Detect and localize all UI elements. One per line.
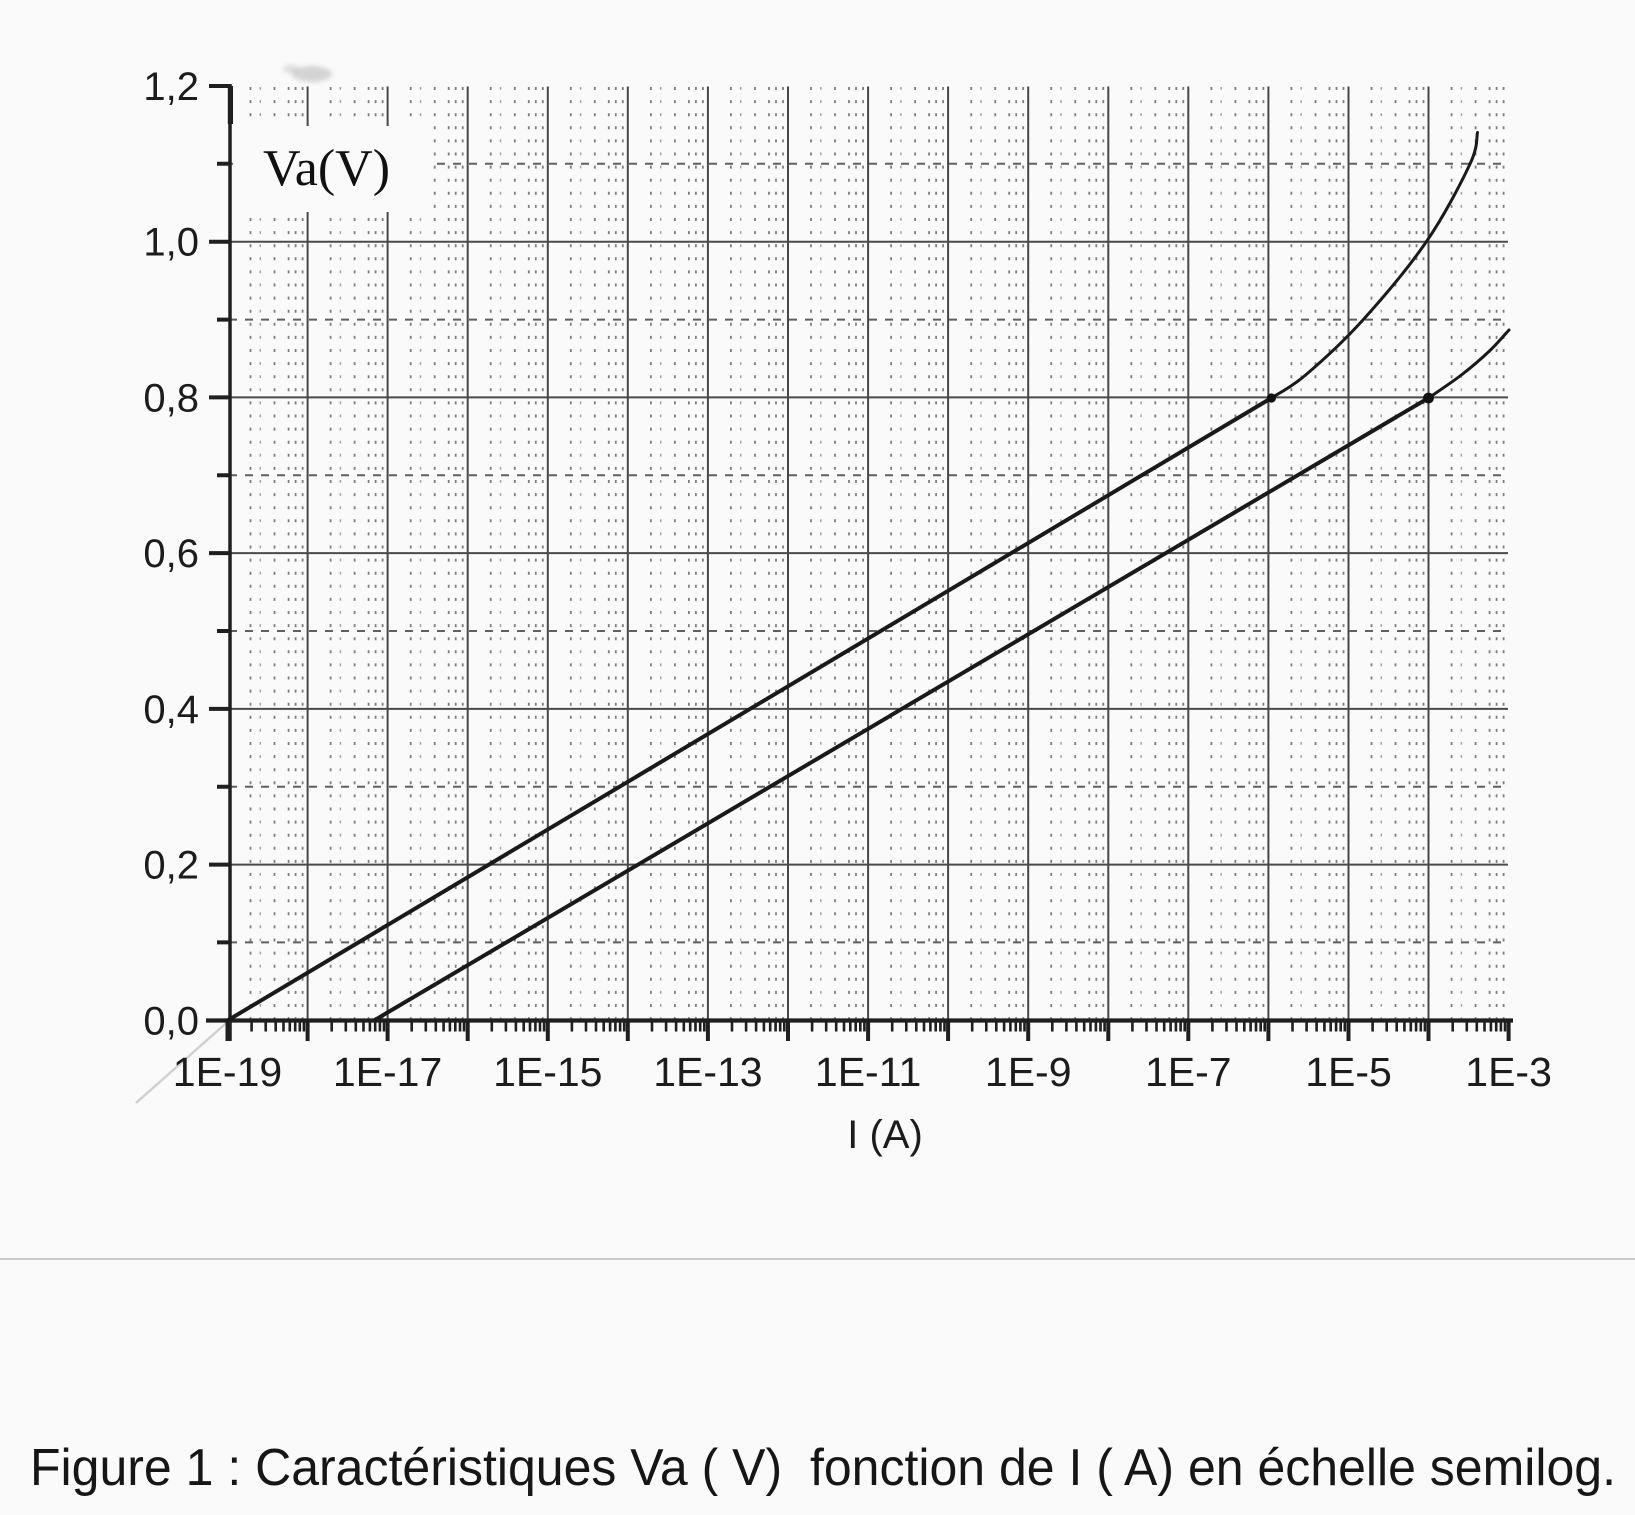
svg-text:1E-17: 1E-17 xyxy=(333,1049,442,1095)
svg-text:0,4: 0,4 xyxy=(143,688,199,732)
svg-text:0,2: 0,2 xyxy=(143,844,199,888)
svg-text:1E-7: 1E-7 xyxy=(1145,1049,1232,1095)
svg-text:1E-5: 1E-5 xyxy=(1305,1049,1392,1095)
svg-text:1E-19: 1E-19 xyxy=(173,1049,282,1095)
svg-text:1E-9: 1E-9 xyxy=(985,1049,1072,1095)
svg-text:0,0: 0,0 xyxy=(143,999,199,1043)
svg-text:I (A): I (A) xyxy=(847,1113,923,1157)
svg-text:1E-15: 1E-15 xyxy=(493,1049,602,1095)
svg-text:1E-3: 1E-3 xyxy=(1465,1049,1552,1095)
svg-text:Figure 1 : Caractéristiques Va: Figure 1 : Caractéristiques Va ( V) fonc… xyxy=(30,1439,1616,1497)
svg-text:1E-13: 1E-13 xyxy=(653,1049,762,1095)
svg-text:1,0: 1,0 xyxy=(143,221,199,265)
svg-text:Va(V): Va(V) xyxy=(263,140,390,197)
svg-text:1E-11: 1E-11 xyxy=(815,1049,921,1095)
svg-text:0,8: 0,8 xyxy=(143,376,199,420)
svg-text:1,2: 1,2 xyxy=(143,65,199,109)
svg-text:0,6: 0,6 xyxy=(143,532,199,576)
